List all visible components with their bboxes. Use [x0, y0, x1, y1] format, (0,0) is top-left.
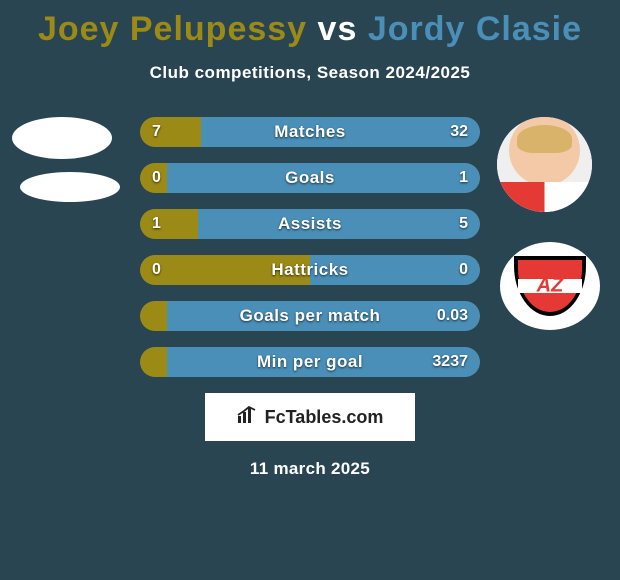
stat-label: Goals per match	[140, 301, 480, 331]
infographic-root: Joey Pelupessy vs Jordy Clasie Club comp…	[0, 0, 620, 580]
stat-right-value: 0.03	[437, 301, 468, 331]
face-icon	[497, 117, 592, 212]
stat-right-value: 5	[459, 209, 468, 239]
left-club-badge	[20, 172, 120, 202]
stat-right-value: 0	[459, 255, 468, 285]
az-badge-icon: AZ	[514, 256, 586, 316]
stat-left-value: 1	[152, 209, 161, 239]
stat-label: Hattricks	[140, 255, 480, 285]
subtitle: Club competitions, Season 2024/2025	[0, 63, 620, 83]
stat-label: Goals	[140, 163, 480, 193]
chart-icon	[237, 406, 259, 429]
stat-row: Min per goal3237	[140, 347, 480, 377]
title-left-name: Joey Pelupessy	[38, 10, 307, 48]
stat-label: Matches	[140, 117, 480, 147]
stats-area: AZ Matches732Goals01Assists15Hattricks00…	[0, 117, 620, 377]
stat-row: Matches7 32	[140, 117, 480, 147]
stat-row: Hattricks0 0	[140, 255, 480, 285]
stat-right-value: 3237	[432, 347, 468, 377]
stat-left-value: 7	[152, 117, 161, 147]
stat-right-value: 1	[459, 163, 468, 193]
right-club-badge: AZ	[500, 242, 600, 330]
title: Joey Pelupessy vs Jordy Clasie	[0, 0, 620, 49]
stat-row: Assists1 5	[140, 209, 480, 239]
stat-label: Assists	[140, 209, 480, 239]
right-player-avatar	[497, 117, 592, 212]
stat-left-value: 0	[152, 255, 161, 285]
stat-right-value: 32	[450, 117, 468, 147]
stat-row: Goals per match0.03	[140, 301, 480, 331]
title-vs: vs	[318, 10, 358, 48]
attribution: FcTables.com	[205, 393, 415, 441]
date: 11 march 2025	[0, 459, 620, 479]
left-player-avatar	[12, 117, 112, 159]
attribution-text: FcTables.com	[265, 407, 384, 428]
stat-row: Goals0 1	[140, 163, 480, 193]
title-right-name: Jordy Clasie	[368, 10, 582, 48]
stat-bars: Matches732Goals01Assists15Hattricks00Goa…	[140, 117, 480, 377]
stat-left-value: 0	[152, 163, 161, 193]
stat-label: Min per goal	[140, 347, 480, 377]
